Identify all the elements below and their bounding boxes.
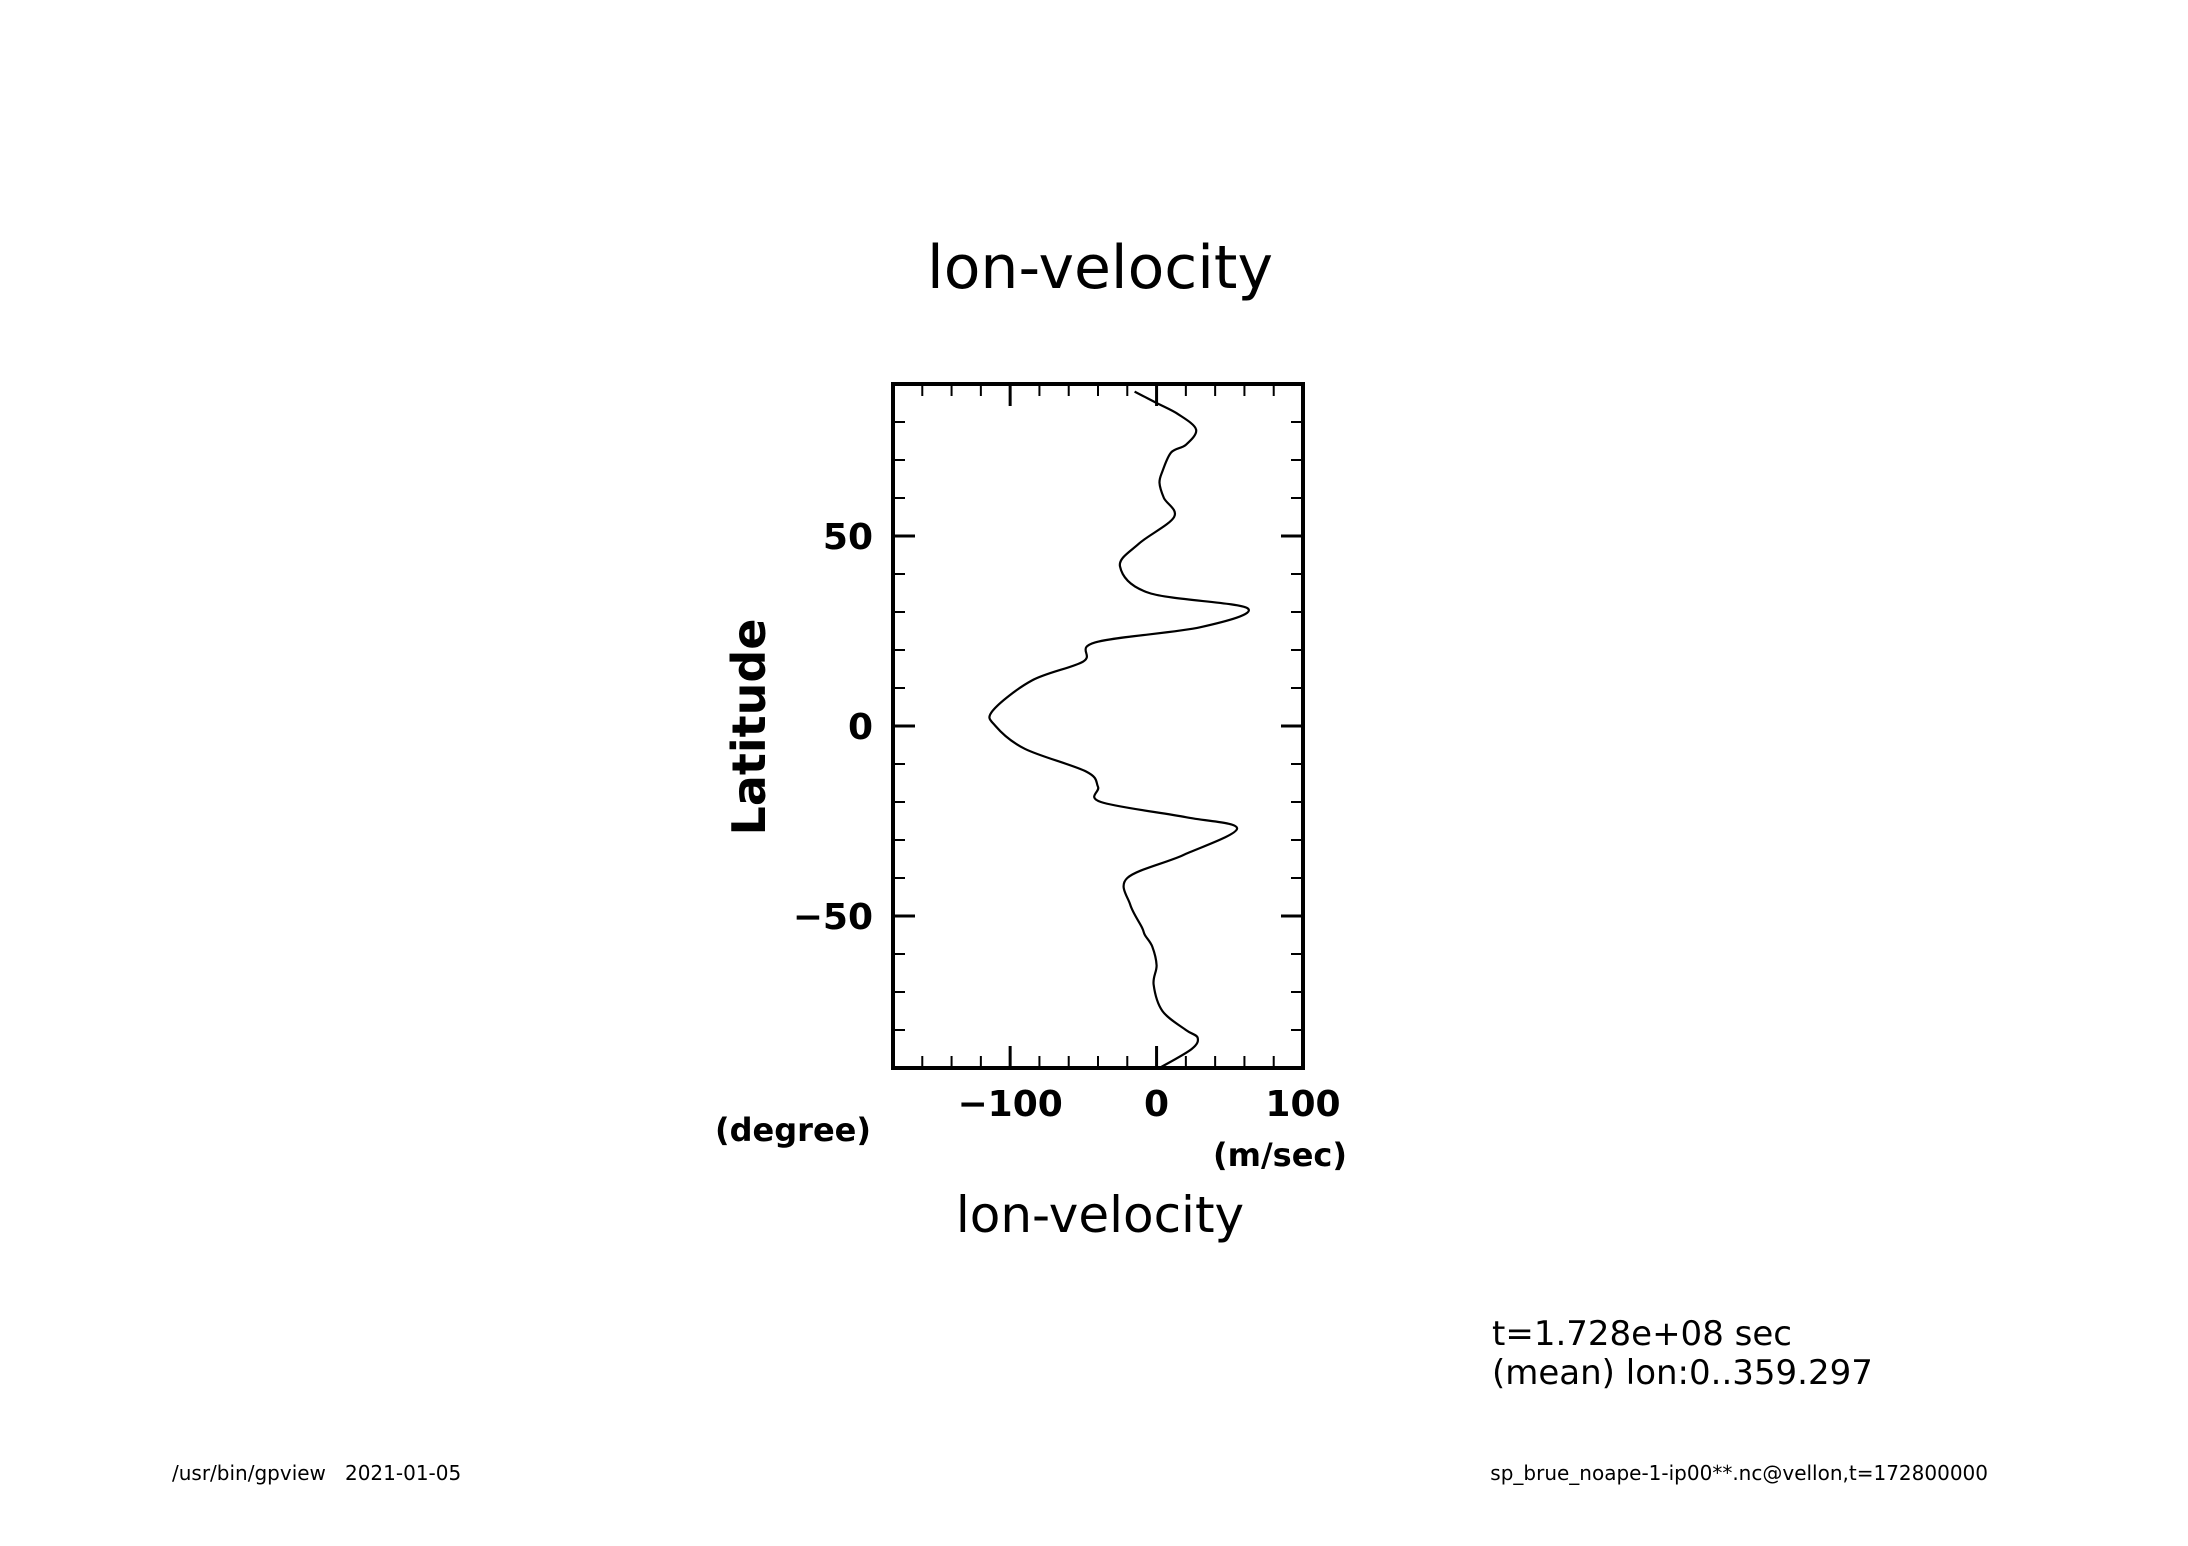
mean-annotation: (mean) lon:0..359.297 (1492, 1353, 1873, 1393)
footer-left: /usr/bin/gpview 2021-01-05 (172, 1461, 461, 1485)
y-axis-unit: (degree) (715, 1111, 871, 1149)
x-axis-label: lon-velocity (956, 1186, 1244, 1244)
y-axis-ticks: −50 0 50 (793, 383, 1303, 1069)
footer-right: sp_brue_noape-1-ip00**.nc@vellon,t=17280… (1490, 1461, 1988, 1485)
time-annotation: t=1.728e+08 sec (1492, 1314, 1792, 1354)
y-tick-label: 0 (848, 707, 873, 748)
y-tick-label: 50 (823, 517, 873, 558)
y-axis-label: Latitude (722, 619, 776, 836)
x-tick-label: 0 (1144, 1084, 1169, 1125)
x-tick-label: −100 (957, 1084, 1062, 1125)
plot-border (891, 382, 1305, 1070)
chart-title: lon-velocity (927, 233, 1273, 303)
series-group (988, 390, 1250, 1069)
velocity-profile-line (988, 390, 1250, 1069)
y-tick-label: −50 (793, 897, 873, 938)
plot-frame (891, 382, 1305, 1070)
x-axis-unit: (m/sec) (1213, 1136, 1347, 1174)
x-axis-ticks: −100 0 100 (892, 384, 1341, 1125)
x-tick-label: 100 (1265, 1084, 1340, 1125)
